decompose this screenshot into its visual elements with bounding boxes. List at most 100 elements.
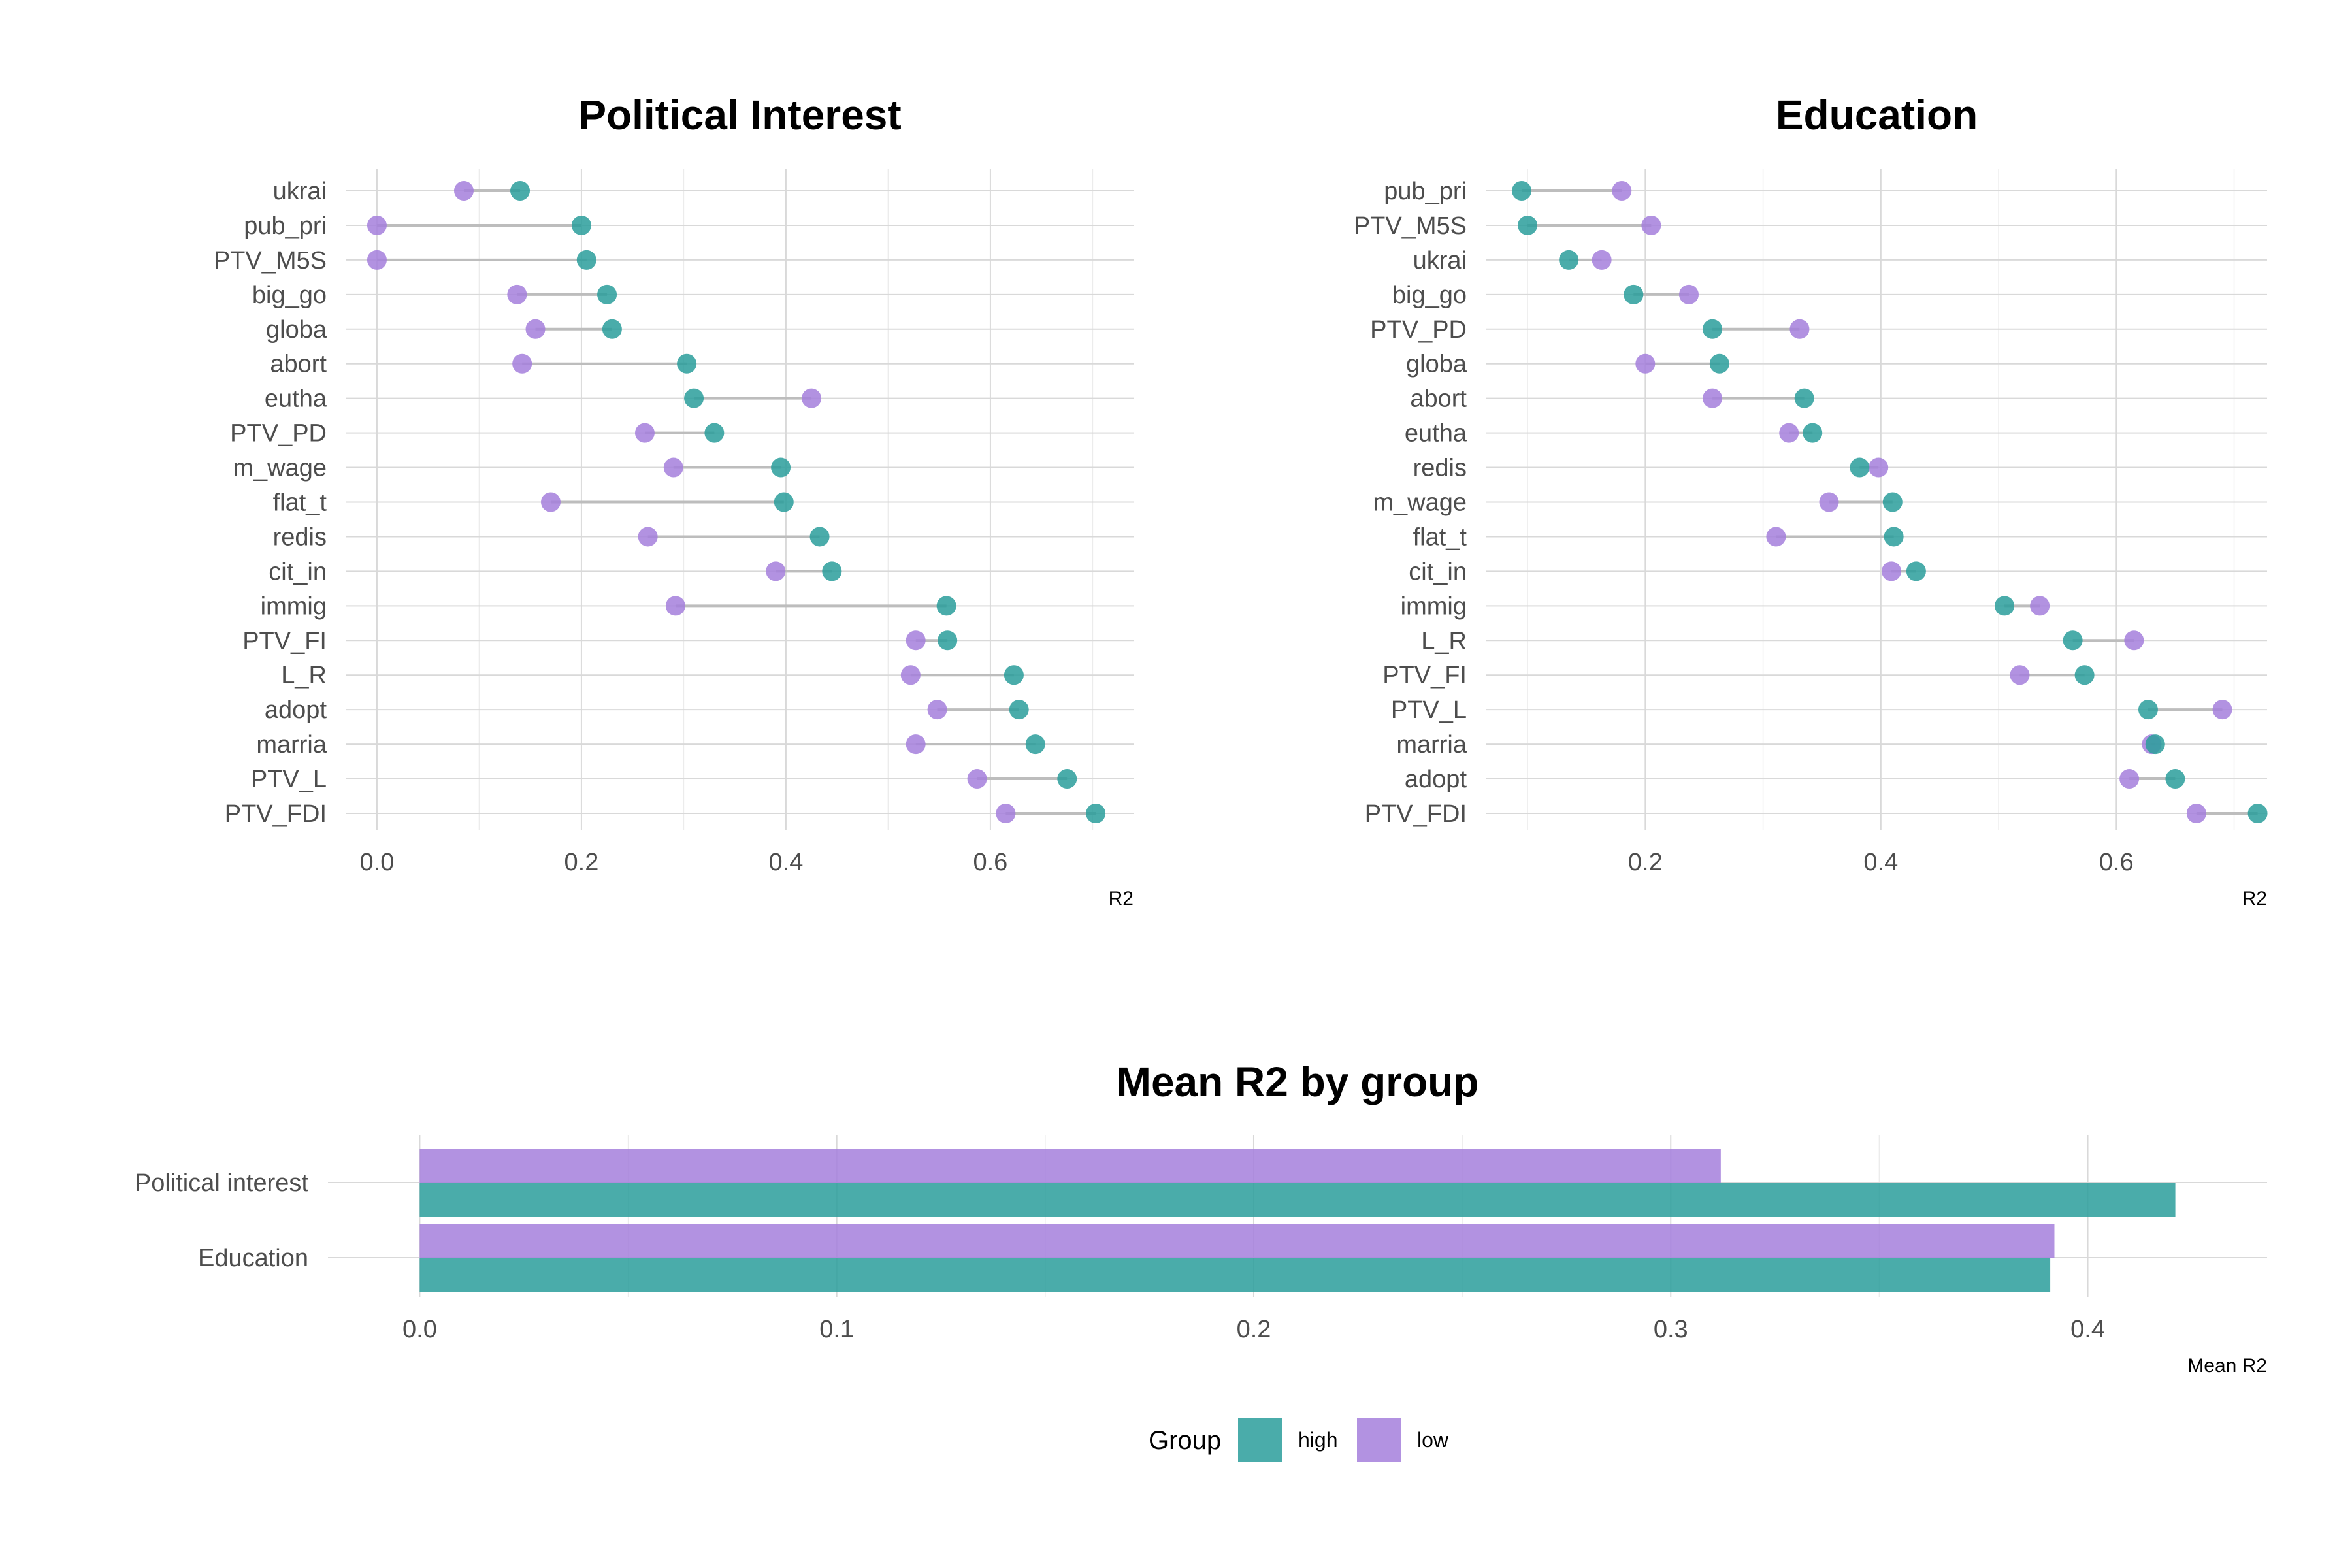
low-point: [1789, 319, 1810, 339]
high-point: [1009, 700, 1029, 720]
low-point: [900, 665, 921, 685]
low-point: [367, 215, 387, 235]
low-point: [665, 596, 685, 616]
high-point: [2247, 804, 2268, 823]
chart-title: Education: [1776, 91, 1978, 139]
low-point: [634, 423, 655, 443]
high-point: [1624, 284, 1644, 304]
high-point: [2165, 769, 2185, 789]
x-tick-label: 0.6: [2099, 849, 2134, 876]
low-point: [638, 527, 658, 547]
y-tick-label: m_wage: [1373, 489, 1467, 517]
low-point: [996, 804, 1016, 823]
y-tick-label: cit_in: [1409, 558, 1467, 585]
high-point: [938, 630, 958, 651]
low-point: [367, 250, 387, 270]
y-tick-label: PTV_FI: [1382, 662, 1467, 689]
high-point: [1025, 734, 1045, 755]
legend-low-label: low: [1417, 1428, 1449, 1452]
high-point: [1803, 423, 1823, 443]
y-tick-label: marria: [256, 731, 327, 759]
y-tick-label: adopt: [1405, 766, 1467, 793]
high-point: [822, 561, 842, 581]
y-tick-label: Political interest: [135, 1169, 309, 1197]
high-point: [1004, 665, 1024, 685]
high-point: [1512, 181, 1532, 201]
y-tick-label: L_R: [1421, 627, 1467, 655]
y-tick-label: immig: [1401, 593, 1467, 620]
low-bar: [419, 1224, 2055, 1258]
y-tick-label: redis: [1413, 455, 1467, 482]
y-tick-label: ukrai: [273, 178, 327, 205]
high-point: [809, 527, 830, 547]
high-point: [1995, 596, 2015, 616]
low-point: [2010, 665, 2030, 685]
y-tick-label: PTV_M5S: [1354, 212, 1467, 240]
low-point: [1641, 215, 1661, 235]
chart-title: Political Interest: [578, 91, 901, 139]
legend-title: Group: [1149, 1426, 1221, 1455]
y-tick-label: adopt: [265, 696, 327, 724]
mean-r2-panel: Mean R2 by group Political interest Educat…: [135, 1058, 2267, 1377]
high-point: [1906, 561, 1926, 581]
y-tick-label: PTV_FI: [242, 627, 327, 655]
high-bar: [419, 1183, 2176, 1217]
high-point: [597, 284, 617, 304]
low-point: [2030, 596, 2050, 616]
high-point: [1709, 353, 1729, 374]
low-point: [1819, 492, 1839, 512]
y-tick-label: eutha: [265, 385, 327, 413]
y-tick-label: redis: [273, 523, 327, 551]
x-tick-label: 0.0: [360, 849, 395, 876]
high-point: [1850, 457, 1870, 478]
low-point: [1592, 250, 1612, 270]
high-point: [1518, 215, 1538, 235]
high-point: [1057, 769, 1077, 789]
legend-high-swatch: [1238, 1418, 1282, 1462]
y-tick-label: Education: [198, 1245, 308, 1272]
y-tick-label: flat_t: [273, 489, 327, 517]
low-point: [2186, 804, 2206, 823]
high-point: [1086, 804, 1106, 823]
low-bar: [419, 1149, 1721, 1183]
x-tick-label: 0.4: [2070, 1316, 2105, 1343]
y-tick-label: PTV_FDI: [225, 800, 327, 828]
high-point: [1703, 319, 1723, 339]
high-bar: [419, 1258, 2051, 1292]
x-tick-label: 0.0: [402, 1316, 437, 1343]
x-tick-label: 0.3: [1654, 1316, 1688, 1343]
low-point: [2124, 630, 2144, 651]
y-tick-label: abort: [270, 351, 327, 378]
y-tick-label: pub_pri: [244, 212, 327, 240]
high-point: [677, 353, 697, 374]
high-point: [1884, 527, 1904, 547]
low-point: [967, 769, 987, 789]
low-point: [906, 734, 926, 755]
x-tick-label: 0.2: [1628, 849, 1663, 876]
x-axis-label: R2: [2242, 888, 2267, 909]
x-tick-label: 0.1: [819, 1316, 854, 1343]
x-tick-label: 0.4: [769, 849, 804, 876]
y-tick-label: flat_t: [1413, 523, 1467, 551]
low-point: [2119, 769, 2140, 789]
low-point: [512, 353, 532, 374]
low-point: [1766, 527, 1786, 547]
legend-high-label: high: [1298, 1428, 1338, 1452]
y-tick-label: cit_in: [269, 558, 327, 585]
y-tick-label: abort: [1410, 385, 1467, 413]
y-tick-label: PTV_M5S: [214, 247, 327, 274]
y-tick-label: globa: [266, 316, 327, 344]
high-point: [936, 596, 956, 616]
low-point: [1703, 388, 1723, 408]
y-tick-label: PTV_FDI: [1365, 800, 1467, 828]
high-point: [571, 215, 591, 235]
high-point: [1559, 250, 1579, 270]
x-tick-label: 0.4: [1863, 849, 1898, 876]
y-tick-label: m_wage: [233, 455, 327, 482]
high-point: [602, 319, 622, 339]
legend: Group high low: [1149, 1418, 1449, 1462]
low-point: [1612, 181, 1632, 201]
high-point: [1882, 492, 1903, 512]
x-tick-label: 0.6: [973, 849, 1007, 876]
high-point: [1794, 388, 1814, 408]
